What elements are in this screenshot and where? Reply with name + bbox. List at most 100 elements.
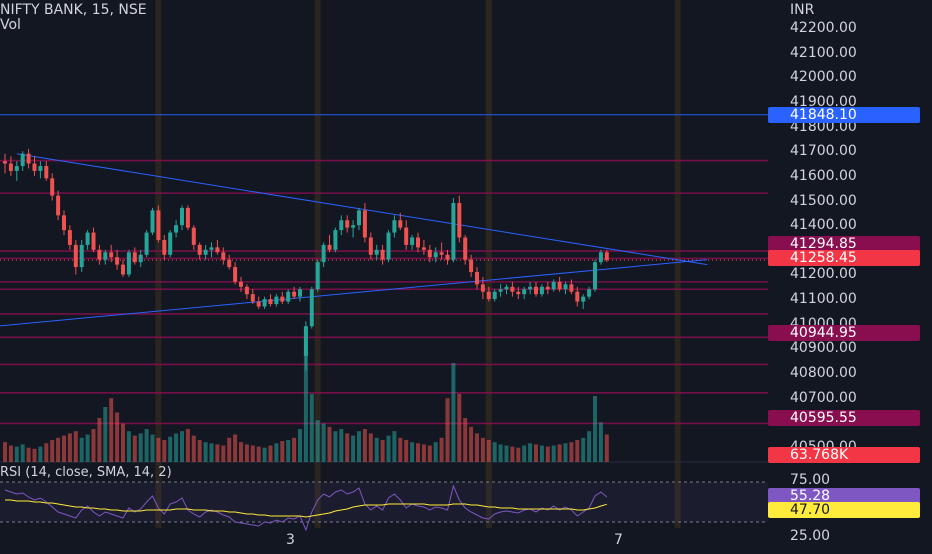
candle-body xyxy=(510,286,515,292)
volume-bar xyxy=(504,445,509,462)
candle-body xyxy=(38,166,43,171)
candle-body xyxy=(144,232,149,255)
price-tick-label: 41600.00 xyxy=(790,167,857,184)
price-tick-label: 41700.00 xyxy=(790,143,857,160)
volume-bar xyxy=(528,443,533,462)
rsi-sma-tag: 47.70 xyxy=(768,502,920,518)
volume-bar xyxy=(8,445,13,462)
symbol-title[interactable]: NIFTY BANK, 15, NSE xyxy=(0,2,147,18)
volume-bar xyxy=(280,441,285,462)
candle-body xyxy=(56,195,61,216)
volume-bar xyxy=(132,435,137,462)
candle-body xyxy=(339,220,344,231)
candle-body xyxy=(191,227,196,245)
candle-body xyxy=(492,291,497,300)
candle-body xyxy=(3,161,7,164)
candle-body xyxy=(115,257,120,265)
volume-bar xyxy=(469,426,474,462)
volume-bar xyxy=(203,442,208,462)
volume-bar xyxy=(386,435,391,462)
volume-bar xyxy=(427,445,432,462)
session-marker xyxy=(155,0,162,528)
candle-body xyxy=(404,227,409,245)
candle-body xyxy=(138,254,143,263)
volume-bar xyxy=(156,437,161,462)
volume-bar xyxy=(268,445,273,462)
volume-bar xyxy=(581,437,586,462)
volume-bar xyxy=(587,431,592,462)
volume-bar xyxy=(522,445,527,462)
volume-bar xyxy=(292,437,297,462)
volume-bar xyxy=(575,440,580,462)
volume-bar xyxy=(109,398,114,462)
candle-body xyxy=(534,286,538,295)
candle-body xyxy=(174,225,179,233)
candle-body xyxy=(156,210,161,240)
volume-bar xyxy=(439,437,444,462)
volume-bar xyxy=(3,442,7,462)
rsi-band xyxy=(0,482,768,522)
trendline xyxy=(0,259,708,327)
volume-bar xyxy=(398,437,403,462)
candle-body xyxy=(333,230,338,250)
volume-bar xyxy=(498,444,503,462)
rsi-value-tag: 55.28 xyxy=(768,488,920,504)
candle-body xyxy=(262,299,267,307)
volume-bar xyxy=(404,440,409,462)
volume-bar xyxy=(551,445,556,462)
candle-body xyxy=(26,153,31,164)
volume-bar xyxy=(327,426,332,462)
candle-body xyxy=(20,153,25,167)
candle-body xyxy=(563,284,568,290)
candle-body xyxy=(185,207,190,228)
volume-bar xyxy=(62,435,66,462)
trendline xyxy=(16,153,708,266)
candle-body xyxy=(581,296,586,302)
volume-bar xyxy=(67,433,72,462)
volume-label: Vol xyxy=(0,17,21,33)
last-price-tag: 41258.45 xyxy=(768,250,920,266)
price-tick-label: 41200.00 xyxy=(790,266,857,283)
volume-bar xyxy=(457,393,462,462)
volume-bar xyxy=(463,418,468,462)
volume-bar xyxy=(392,431,397,462)
candle-body xyxy=(50,178,55,196)
volume-bar xyxy=(557,444,562,462)
volume-bar xyxy=(416,443,420,462)
candle-body xyxy=(421,247,426,250)
candle-body xyxy=(292,291,297,297)
candle-body xyxy=(203,249,208,255)
volume-bar xyxy=(32,448,37,462)
candle-body xyxy=(256,301,261,307)
volume-bar xyxy=(433,442,438,462)
volume-bar xyxy=(309,393,314,462)
support-lowest-tag: 40595.55 xyxy=(768,410,920,426)
volume-bar xyxy=(103,407,108,462)
candle-body xyxy=(557,281,562,290)
candle-body xyxy=(551,281,556,290)
volume-bar xyxy=(233,434,238,462)
rsi-label[interactable]: RSI (14, close, SMA, 14, 2) xyxy=(0,465,172,480)
candle-body xyxy=(368,237,373,255)
session-marker xyxy=(674,0,681,528)
horizontal-levels xyxy=(0,114,768,425)
candle-body xyxy=(227,259,232,268)
volume-bar xyxy=(185,429,190,462)
volume-bar xyxy=(362,429,367,462)
resistance-high-tag: 41848.10 xyxy=(768,107,920,123)
candle-body xyxy=(121,264,125,275)
volume-bar xyxy=(421,444,426,462)
candle-body xyxy=(268,299,273,305)
price-tick-label: 41900.00 xyxy=(790,93,857,110)
candle-body xyxy=(569,284,574,292)
volume-bar xyxy=(262,447,267,462)
volume-bar xyxy=(374,437,379,462)
candle-body xyxy=(451,202,456,260)
volume-bar xyxy=(191,435,196,462)
volume-bar xyxy=(239,442,243,462)
volume-bar xyxy=(569,442,574,462)
volume-bar xyxy=(321,423,326,462)
candle-body xyxy=(439,252,444,255)
